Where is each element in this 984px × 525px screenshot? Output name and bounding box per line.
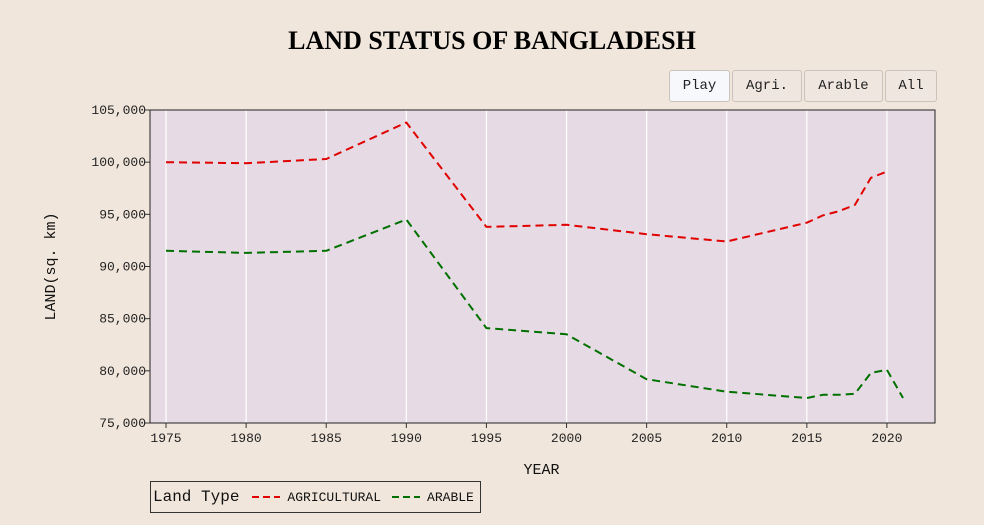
x-tick-label: 1990 <box>391 431 422 446</box>
chart-title: LAND STATUS OF BANGLADESH <box>288 26 696 55</box>
plot-border <box>149 109 936 424</box>
x-axis-label: YEAR <box>523 462 559 479</box>
y-tick-label: 105,000 <box>91 103 146 118</box>
x-tick-label: 2000 <box>551 431 582 446</box>
x-tick-label: 1975 <box>150 431 181 446</box>
y-tick-label: 90,000 <box>99 260 146 275</box>
y-tick-label: 80,000 <box>99 364 146 379</box>
plot-background <box>150 110 935 423</box>
play-button[interactable]: Play <box>669 70 730 102</box>
series-line-arable <box>165 218 904 399</box>
legend-item-agricultural[interactable]: AGRICULTURAL <box>251 490 381 505</box>
legend-item-arable[interactable]: ARABLE <box>391 490 474 505</box>
legend-swatch-agricultural <box>252 496 281 498</box>
agri-button[interactable]: Agri. <box>732 70 802 102</box>
x-tick-label: 2010 <box>711 431 742 446</box>
arable-button[interactable]: Arable <box>804 70 883 102</box>
all-button[interactable]: All <box>885 70 937 102</box>
chart-controls: Play Agri. Arable All <box>669 70 937 102</box>
y-tick-label: 100,000 <box>91 155 146 170</box>
x-tick-label: 1985 <box>311 431 342 446</box>
y-tick-label: 85,000 <box>99 312 146 327</box>
x-tick-label: 2020 <box>871 431 902 446</box>
legend: Land Type AGRICULTURAL ARABLE <box>150 481 481 513</box>
x-tick-label: 1995 <box>471 431 502 446</box>
legend-title: Land Type <box>153 488 240 506</box>
series-line-agricultural <box>165 121 888 243</box>
y-axis-label: LAND(sq. km) <box>43 212 60 320</box>
y-tick-label: 95,000 <box>99 207 146 222</box>
legend-label-agricultural: AGRICULTURAL <box>287 489 382 505</box>
legend-swatch-arable <box>392 496 421 498</box>
x-tick-label: 2005 <box>631 431 662 446</box>
legend-label-arable: ARABLE <box>427 489 474 505</box>
x-tick-label: 2015 <box>791 431 822 446</box>
x-tick-label: 1980 <box>231 431 262 446</box>
y-tick-label: 75,000 <box>99 416 146 431</box>
